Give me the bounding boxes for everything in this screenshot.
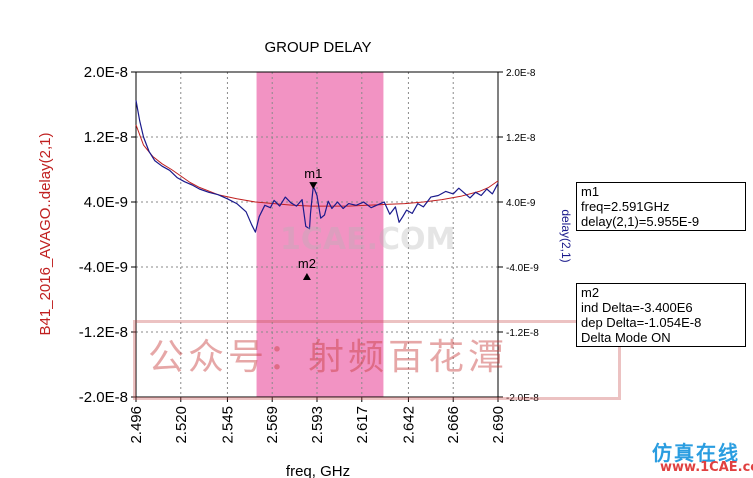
x-tick-label: 2.690	[490, 406, 507, 444]
series-line-smooth	[135, 124, 499, 207]
watermark-box	[133, 320, 621, 400]
m2-info-ind-delta: ind Delta=-3.400E6	[581, 300, 693, 315]
x-axis-label: freq, GHz	[286, 463, 350, 478]
y2-ticks: 2.0E-8 1.2E-8 4.0E-9 -4.0E-9 -1.2E-8 -2.0E-8	[498, 68, 539, 404]
x-tick-label: 2.642	[400, 406, 417, 444]
watermark-wechat-text: 公众号：射频百花潭	[148, 337, 509, 378]
marker-m2-triangle	[302, 272, 311, 280]
y2-tick-label: 1.2E-8	[506, 133, 536, 144]
m1-info-title: m1	[581, 184, 600, 199]
x-tick-label: 2.520	[173, 406, 190, 444]
x-tick-label: 2.666	[445, 406, 462, 444]
m2-info-title: m2	[581, 285, 600, 300]
marker-m1-triangle	[309, 182, 318, 190]
y-tick-label: 2.0E-8	[84, 64, 128, 81]
m1-info-delay: delay(2,1)=5.955E-9	[581, 214, 700, 229]
x-tick-label: 2.617	[354, 406, 371, 444]
x-tick-label: 2.593	[309, 406, 326, 444]
m2-info-delta-mode: Delta Mode ON	[581, 330, 671, 345]
watermark-1cae: 1CAE.COM	[280, 222, 456, 257]
markers: m1 m2	[298, 166, 322, 280]
m1-info-freq: freq=2.591GHz	[581, 199, 670, 214]
y-tick-label: 1.2E-8	[84, 129, 128, 146]
x-tick-label: 2.569	[264, 406, 281, 444]
chart-title: GROUP DELAY	[265, 39, 372, 56]
x-tick-label: 2.496	[128, 406, 145, 444]
y-tick-label: -4.0E-9	[79, 259, 128, 276]
x-ticks: 2.496 2.520 2.545 2.569 2.593 2.617 2.642 2.666…	[128, 397, 507, 444]
y2-axis-label: delay(2,1)	[559, 209, 573, 262]
y-ticks: 2.0E-8 1.2E-8 4.0E-9 -4.0E-9 -1.2E-8 -2.0E-8	[79, 64, 136, 406]
y2-tick-label: 4.0E-9	[506, 198, 536, 209]
y-tick-label: -1.2E-8	[79, 324, 128, 341]
y2-tick-label: -2.0E-8	[506, 393, 539, 404]
x-tick-label: 2.545	[219, 406, 236, 444]
marker-m1-label: m1	[304, 166, 322, 181]
grid-lines	[136, 72, 498, 397]
marker-m2-info: m2 ind Delta=-3.400E6 dep Delta=-1.054E-…	[576, 283, 746, 347]
series-lines	[135, 100, 499, 233]
series-line-delay	[135, 100, 499, 233]
marker-m1-info: m1 freq=2.591GHz delay(2,1)=5.955E-9	[576, 182, 746, 231]
logo-url-text: www.1CAE.com	[660, 460, 753, 475]
y-tick-label: -2.0E-8	[79, 389, 128, 406]
y-tick-label: 4.0E-9	[84, 194, 128, 211]
marker-m2-label: m2	[298, 256, 316, 271]
logo-chinese-text: 仿真在线	[652, 441, 740, 465]
y2-tick-label: 2.0E-8	[506, 68, 536, 79]
y2-tick-label: -4.0E-9	[506, 263, 539, 274]
y-axis-label: B41_2016_AVAGO..delay(2,1)	[37, 133, 54, 336]
y2-tick-label: -1.2E-8	[506, 328, 539, 339]
m2-info-dep-delta: dep Delta=-1.054E-8	[581, 315, 702, 330]
